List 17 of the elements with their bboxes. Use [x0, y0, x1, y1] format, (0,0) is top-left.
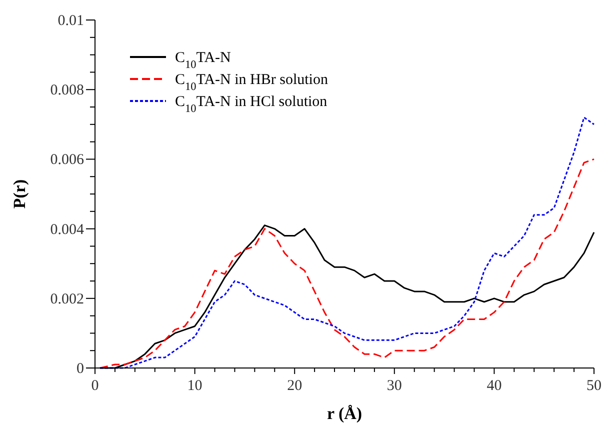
- y-axis-title: P(r): [10, 179, 29, 209]
- x-tick-label: 20: [287, 378, 302, 394]
- y-tick-label: 0.006: [50, 152, 84, 168]
- legend-label: C$_{10}$TA-N in HCl solution: [175, 94, 328, 115]
- y-tick-label: 0.01: [58, 13, 84, 29]
- y-tick-label: 0.008: [50, 82, 84, 99]
- legend-label: C$_{10}$TA-N: [175, 50, 232, 71]
- x-tick-label: 0: [91, 378, 99, 394]
- x-tick-label: 40: [486, 378, 502, 394]
- x-tick-label: 30: [386, 378, 402, 394]
- legend-label: C$_{10}$TA-N in HBr solution: [175, 72, 328, 93]
- x-tick-label: 10: [187, 378, 202, 394]
- x-axis-title: r (Å): [326, 404, 362, 423]
- x-tick-label: 50: [586, 378, 602, 394]
- y-tick-label: 0: [76, 361, 84, 377]
- y-tick-label: 0.004: [50, 222, 84, 238]
- y-tick-label: 0.002: [50, 291, 84, 308]
